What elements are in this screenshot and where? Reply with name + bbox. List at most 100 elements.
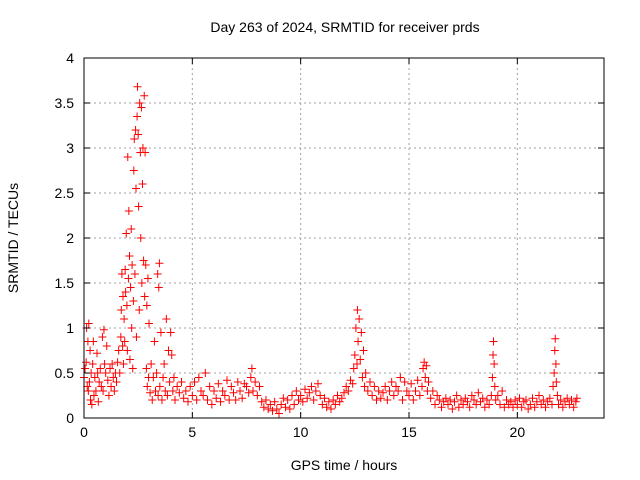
data-point bbox=[355, 315, 364, 323]
data-point bbox=[543, 397, 552, 406]
data-point bbox=[137, 103, 146, 112]
data-point bbox=[285, 405, 294, 413]
data-point bbox=[88, 360, 97, 368]
y-tick-label: 0.5 bbox=[55, 365, 75, 381]
data-point bbox=[441, 394, 450, 403]
data-point bbox=[194, 373, 203, 382]
data-point bbox=[125, 252, 134, 260]
grid bbox=[84, 58, 604, 418]
data-point bbox=[448, 405, 457, 413]
data-point bbox=[489, 337, 498, 346]
data-point bbox=[301, 385, 309, 394]
data-point bbox=[331, 400, 340, 409]
data-point bbox=[143, 274, 152, 283]
data-point bbox=[517, 403, 526, 412]
data-point bbox=[490, 360, 499, 368]
data-point bbox=[405, 391, 413, 400]
data-point bbox=[407, 379, 416, 388]
data-point bbox=[444, 400, 452, 409]
data-point bbox=[153, 270, 162, 278]
data-point bbox=[259, 403, 268, 412]
data-point bbox=[115, 369, 124, 377]
data-point bbox=[108, 360, 117, 368]
data-point bbox=[120, 315, 129, 323]
data-point bbox=[360, 382, 369, 391]
data-point bbox=[567, 396, 576, 404]
data-point bbox=[320, 394, 329, 403]
data-point bbox=[485, 400, 494, 409]
data-point bbox=[179, 394, 188, 403]
data-point bbox=[558, 403, 567, 412]
data-point bbox=[368, 391, 377, 400]
data-point bbox=[106, 364, 114, 373]
data-point bbox=[288, 391, 296, 400]
data-point bbox=[96, 364, 105, 373]
data-point bbox=[340, 388, 348, 397]
data-point bbox=[502, 396, 511, 404]
data-point bbox=[130, 135, 139, 143]
data-point bbox=[424, 378, 433, 386]
data-point bbox=[104, 391, 113, 400]
axis-ticks: 0 5 10 15 20 0 0.5 1 1.5 2 2.5 3 3.5 4 bbox=[55, 50, 604, 440]
data-point bbox=[498, 387, 507, 395]
data-point bbox=[550, 346, 559, 355]
data-point bbox=[101, 369, 110, 377]
data-point bbox=[133, 82, 142, 91]
data-point bbox=[253, 391, 262, 400]
data-point bbox=[550, 369, 559, 377]
data-point bbox=[298, 397, 307, 406]
data-point bbox=[314, 379, 322, 388]
data-point bbox=[89, 391, 98, 400]
data-point bbox=[171, 396, 179, 404]
data-point bbox=[107, 382, 116, 391]
data-point bbox=[322, 403, 331, 412]
data-point bbox=[435, 396, 444, 404]
data-point bbox=[275, 409, 283, 418]
data-point bbox=[433, 391, 442, 400]
data-point bbox=[168, 387, 177, 395]
data-point bbox=[522, 396, 530, 404]
data-point bbox=[357, 328, 366, 337]
data-point bbox=[214, 379, 223, 388]
data-point bbox=[420, 358, 429, 367]
y-tick-label: 1 bbox=[66, 320, 74, 336]
data-point bbox=[354, 337, 363, 346]
data-point bbox=[335, 397, 344, 406]
data-point bbox=[342, 382, 351, 391]
data-point bbox=[94, 397, 103, 406]
data-point bbox=[223, 376, 231, 385]
data-point bbox=[152, 369, 161, 377]
data-point bbox=[385, 387, 394, 395]
data-point bbox=[138, 144, 147, 152]
data-point bbox=[136, 234, 145, 242]
data-point bbox=[563, 394, 572, 403]
data-point bbox=[535, 391, 543, 400]
data-point bbox=[361, 369, 370, 377]
data-point bbox=[337, 394, 346, 403]
data-point bbox=[91, 387, 100, 395]
y-tick-label: 1.5 bbox=[55, 275, 75, 291]
data-point bbox=[450, 397, 459, 406]
data-point bbox=[537, 400, 546, 409]
data-point bbox=[121, 265, 130, 274]
data-point bbox=[478, 394, 487, 403]
data-point bbox=[231, 396, 240, 404]
data-point bbox=[142, 364, 151, 373]
data-point bbox=[165, 378, 174, 386]
data-point bbox=[307, 382, 316, 391]
data-point bbox=[400, 378, 409, 386]
data-point bbox=[160, 360, 169, 368]
data-point bbox=[489, 351, 498, 359]
data-point bbox=[318, 400, 327, 409]
data-point bbox=[114, 346, 123, 355]
data-point bbox=[488, 373, 497, 382]
data-point bbox=[124, 274, 133, 283]
data-point bbox=[396, 373, 405, 382]
data-point bbox=[551, 360, 560, 368]
data-point bbox=[242, 382, 251, 391]
data-point bbox=[158, 396, 166, 404]
x-tick-label: 15 bbox=[401, 424, 417, 440]
data-point bbox=[116, 333, 125, 341]
data-point bbox=[117, 306, 126, 314]
data-point bbox=[353, 360, 361, 368]
